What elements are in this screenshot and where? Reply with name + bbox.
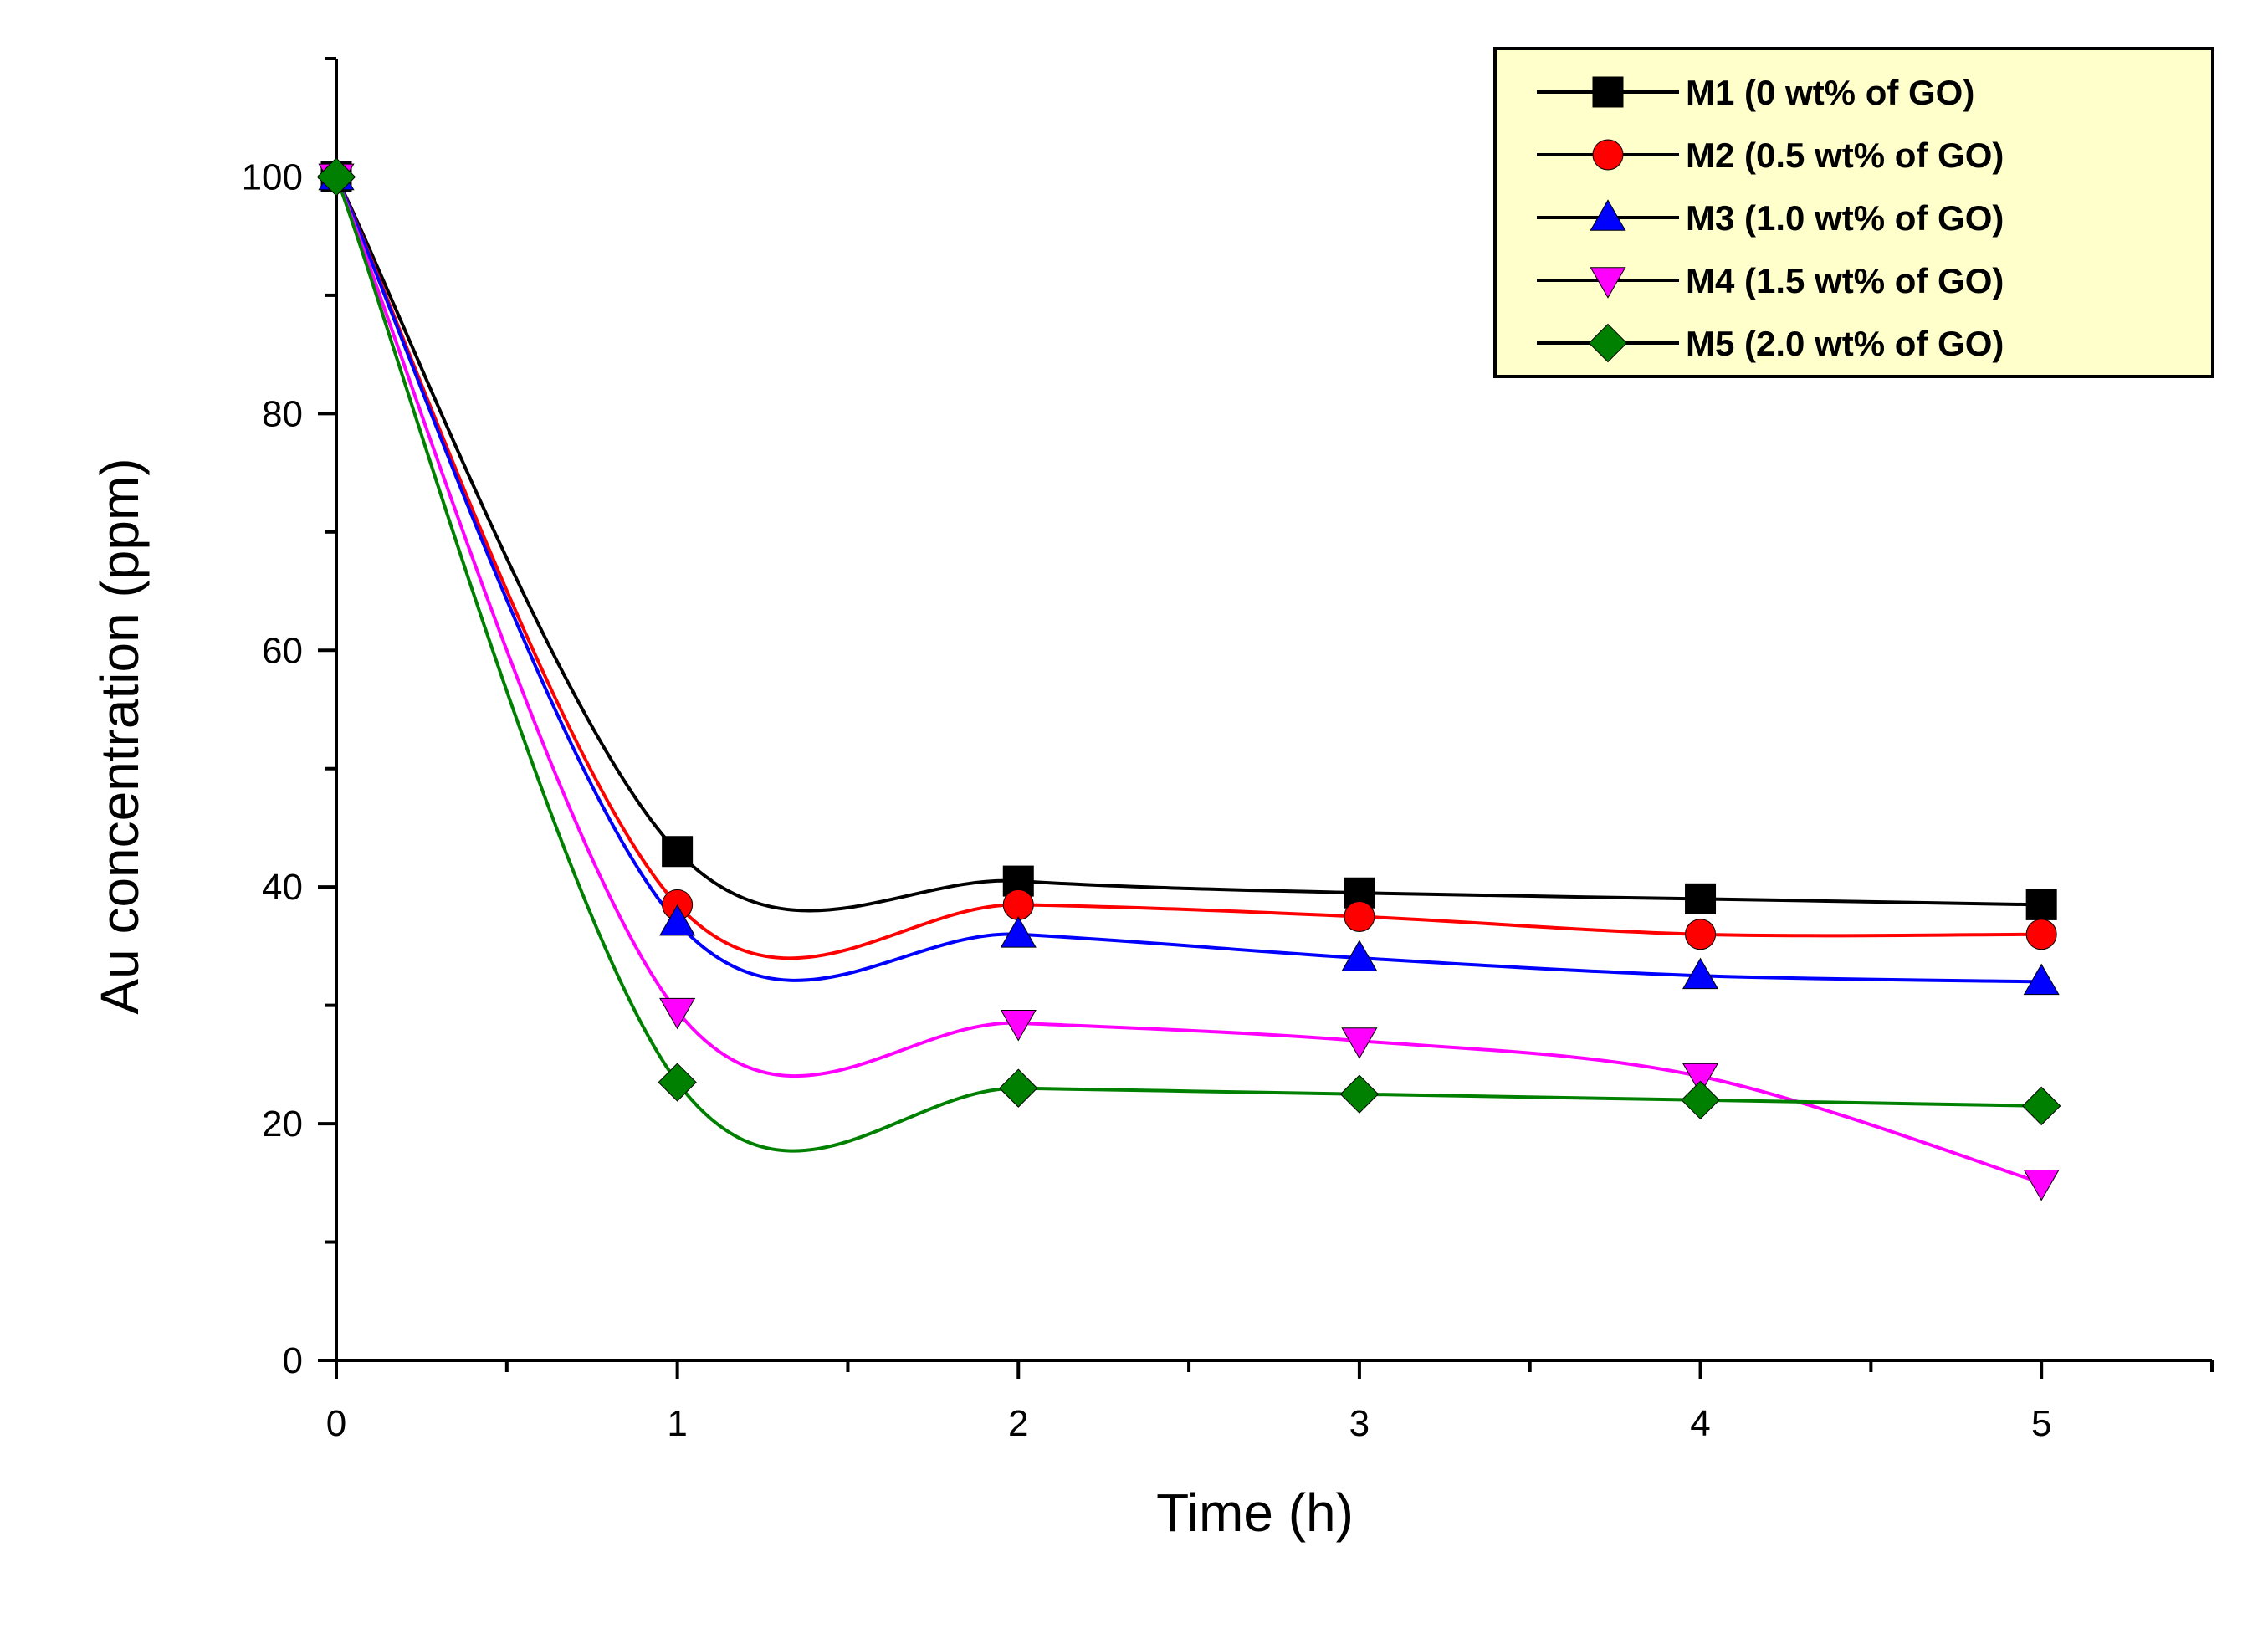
data-point-1	[662, 836, 694, 868]
data-point-4	[2023, 1170, 2060, 1201]
data-point-2	[1344, 901, 1375, 933]
data-point-4	[1000, 1010, 1037, 1042]
y-tick-label: 60	[262, 630, 303, 671]
data-point-5	[658, 1063, 697, 1102]
x-tick-label: 2	[1008, 1403, 1028, 1444]
x-tick-label: 3	[1349, 1403, 1370, 1444]
axes: 0 20 40 60 80 100 0 1 2 3 4 5	[242, 57, 2214, 1444]
data-point-5	[999, 1068, 1038, 1108]
x-tick-label: 4	[1690, 1403, 1710, 1444]
data-point-2	[1002, 889, 1034, 920]
legend-label: M1 (0 wt% of GO)	[1686, 73, 1974, 112]
legend-label: M4 (1.5 wt% of GO)	[1686, 261, 2004, 300]
data-point-3	[2023, 963, 2060, 996]
legend-marker	[1590, 267, 1626, 299]
data-point-2	[1685, 919, 1717, 950]
legend-marker	[1588, 323, 1628, 363]
y-tick-label: 80	[262, 393, 303, 434]
data-point-4	[659, 997, 696, 1030]
data-point-3	[659, 904, 696, 936]
y-axis-title: Au concentration (ppm)	[90, 458, 150, 1014]
x-tick-label: 0	[326, 1403, 346, 1444]
x-axis-title: Time (h)	[1156, 1483, 1354, 1543]
data-point-5	[316, 157, 356, 197]
data-point-1	[1685, 883, 1717, 914]
legend-label: M2 (0.5 wt% of GO)	[1686, 136, 2004, 175]
x-tick-label: 5	[2031, 1403, 2051, 1444]
data-point-4	[1682, 1063, 1719, 1095]
legend-marker	[1590, 199, 1626, 231]
series-markers	[316, 157, 2061, 1201]
data-point-5	[2021, 1086, 2061, 1126]
data-point-2	[2025, 919, 2057, 950]
data-point-3	[1000, 916, 1037, 948]
y-tick-label: 20	[262, 1104, 303, 1145]
legend-marker	[1592, 76, 1624, 108]
data-point-5	[1681, 1080, 1720, 1120]
x-tick-label: 1	[667, 1403, 687, 1444]
data-point-3	[1341, 940, 1378, 971]
y-tick-label: 40	[262, 867, 303, 908]
y-tick-label: 0	[283, 1340, 303, 1381]
legend-marker	[1592, 139, 1624, 171]
data-point-4	[1341, 1027, 1378, 1059]
legend: M1 (0 wt% of GO) M2 (0.5 wt% of GO) M3 (1.…	[1493, 47, 2214, 378]
data-point-5	[1339, 1074, 1380, 1114]
legend-label: M5 (2.0 wt% of GO)	[1686, 324, 2004, 363]
legend-label: M3 (1.0 wt% of GO)	[1686, 198, 2004, 238]
y-tick-label: 100	[242, 156, 303, 197]
data-point-3	[1682, 957, 1719, 990]
data-point-1	[2025, 889, 2057, 920]
